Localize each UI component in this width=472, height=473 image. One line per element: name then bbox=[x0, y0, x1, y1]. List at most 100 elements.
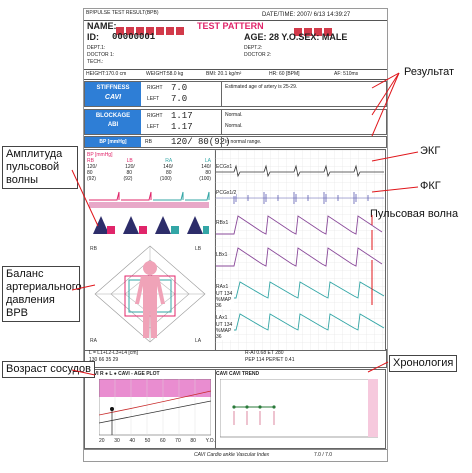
age-plot-title: CAVI R ● L ● CAVI - AGE PLOT bbox=[87, 371, 160, 377]
bp-table-map: (92) (92) (100) (100) bbox=[87, 176, 211, 182]
stats-l-formula: L = L1+L2-L3+L4 [cm] bbox=[89, 350, 138, 356]
stats-l-values: 130 66 35 29 bbox=[89, 357, 119, 363]
footer-divider bbox=[84, 449, 387, 450]
blockage-header: BLOCKAGE ABI bbox=[85, 110, 141, 134]
vital-hr: HR: 60 [BPM] bbox=[269, 71, 300, 77]
svg-text:RB: RB bbox=[90, 246, 98, 252]
abi-label: ABI bbox=[107, 122, 119, 128]
bp-row: BP [mmHg] RB 120/ 80(92) In normal range… bbox=[84, 136, 387, 148]
bp-head-la: LA bbox=[204, 158, 211, 164]
trend-title: CAVI CAVI TREND bbox=[216, 371, 260, 377]
id-label: ID: bbox=[87, 32, 99, 42]
vitals-row: HEIGHT:170.0 cm WEIGHT:58.0 kg BMI: 20.1… bbox=[84, 69, 387, 80]
bp-map-ra: (100) bbox=[160, 176, 172, 182]
cavi-trend: CAVI CAVI TREND bbox=[214, 369, 386, 449]
cavi-divider bbox=[221, 82, 222, 106]
cavi-left-value: 7.0 bbox=[171, 94, 188, 104]
pattern-name: TEST PATTERN bbox=[197, 21, 264, 31]
trend-chart bbox=[220, 379, 378, 438]
annotation-fkg: ФКГ bbox=[420, 180, 441, 192]
svg-text:RA: RA bbox=[90, 338, 98, 344]
name-label: NAME: bbox=[87, 21, 117, 31]
bp-head-lb: LB bbox=[126, 158, 133, 164]
blockage-label: BLOCKAGE bbox=[95, 113, 131, 119]
age-tick-40: 40 bbox=[129, 438, 136, 444]
annotation-chronology: Хронология bbox=[389, 355, 458, 372]
footer-text: CAVI Cardio ankle Vascular Index bbox=[194, 452, 270, 458]
waveform-chart bbox=[214, 150, 385, 350]
bp-balance-diagram: RB LB RA LA bbox=[90, 245, 206, 344]
waveform-panel: ECGx1 PCGx1/2 RBx1 LBx1 RAx1 UT 134 %MAP… bbox=[214, 149, 386, 351]
header-divider bbox=[84, 20, 387, 21]
svg-text:LB: LB bbox=[195, 246, 202, 252]
age-tick-30: 30 bbox=[114, 438, 120, 444]
bp-map-lb: (92) bbox=[123, 176, 133, 182]
cavi-right-label: RIGHT bbox=[147, 85, 163, 91]
bp-map-rb: (92) bbox=[87, 176, 96, 182]
age-axis: 20 30 40 50 60 70 80 Y.O. bbox=[99, 438, 215, 444]
annotation-ekg: ЭКГ bbox=[420, 145, 441, 157]
doctor1: DOCTOR 1: bbox=[87, 52, 115, 58]
cavi-block: STIFFNESS CAVI RIGHT 7.0 LEFT 7.0 Estima… bbox=[84, 81, 387, 107]
amp-row-1 bbox=[89, 191, 210, 208]
bp-table-dia: 80 80 80 80 bbox=[87, 170, 211, 176]
bp-sys-ra: 140/ bbox=[163, 164, 173, 170]
vital-height: HEIGHT:170.0 cm bbox=[86, 71, 127, 77]
bp-rb-label: RB bbox=[145, 139, 152, 145]
bp-head-ra: RA bbox=[165, 158, 173, 164]
abi-left-label: LEFT bbox=[147, 124, 160, 130]
bp-value: 120/ 80(92) bbox=[171, 137, 231, 147]
annotation-vessel-age: Возраст сосудов bbox=[2, 361, 95, 378]
id-value: 00000001 bbox=[112, 32, 156, 42]
vital-af: AF: 510ms bbox=[334, 71, 359, 77]
abi-block: BLOCKAGE ABI RIGHT 1.17 LEFT 1.17 Normal… bbox=[84, 109, 387, 135]
cavi-note: Estimated age of artery is 25-29. bbox=[225, 84, 298, 90]
abi-note-left: Normal. bbox=[225, 123, 243, 129]
dept1: DEPT.1: bbox=[87, 45, 106, 51]
bp-table-head: RB LB RA LA bbox=[87, 158, 211, 164]
cavi-age-plot: CAVI R ● L ● CAVI - AGE PLOT 20 30 40 50 60 7… bbox=[84, 369, 216, 449]
pcg-label: PCGx1/2 bbox=[216, 190, 237, 196]
ecg-label: ECGx1 bbox=[216, 164, 233, 170]
doctor2: DOCTOR 2: bbox=[244, 52, 272, 58]
name-redacted-blocks-2 bbox=[294, 23, 334, 41]
stats-rai: R-AI 0.68 ET 280 bbox=[245, 350, 284, 356]
abi-left-value: 1.17 bbox=[171, 122, 193, 132]
age-sex: AGE: 28 Y.O.SEX: MALE bbox=[244, 32, 348, 42]
report-title: BP/PULSE TEST RESULT(BPB) bbox=[86, 10, 159, 16]
pulse-amplitude-chart bbox=[89, 191, 210, 234]
amp-row-2 bbox=[93, 216, 209, 234]
vital-weight: WEIGHT:58.0 kg bbox=[146, 71, 184, 77]
lax-label: LAx1 bbox=[216, 315, 228, 321]
bp-sys-la: 140/ bbox=[201, 164, 211, 170]
rax-label: RAx1 bbox=[216, 284, 229, 290]
bp-map-la: (100) bbox=[199, 176, 211, 182]
stats-pep: PEP 114 PEP/ET 0.41 bbox=[245, 357, 295, 363]
report-datetime: DATE/TIME: 2007/ 6/13 14:39:27 bbox=[262, 12, 351, 18]
dept2: DEPT.2: bbox=[244, 45, 263, 51]
stats-row: L = L1+L2-L3+L4 [cm] 130 66 35 29 R-AI 0… bbox=[84, 349, 387, 368]
stiffness-header: STIFFNESS CAVI bbox=[85, 82, 141, 106]
tech: TECH.: bbox=[87, 59, 104, 65]
bp-mmhg-label: BP [mmHg] bbox=[87, 152, 113, 158]
annotation-result: Результат bbox=[404, 66, 455, 78]
stiffness-label: STIFFNESS bbox=[96, 85, 130, 91]
abi-divider bbox=[221, 110, 222, 134]
bp-note: In normal range. bbox=[225, 139, 262, 145]
bp-pulse-report: BP/PULSE TEST RESULT(BPB) DATE/TIME: 200… bbox=[83, 8, 388, 462]
age-tick-20: 20 bbox=[99, 438, 105, 444]
bp-dia-rb: 80 bbox=[87, 170, 93, 176]
ut-la: UT 134 %MAP 36 bbox=[216, 322, 234, 340]
age-tick-80: 80 bbox=[190, 438, 196, 444]
annotation-pulse-wave: Пульсовая волна bbox=[370, 208, 459, 220]
bp-dia-ra: 80 bbox=[165, 170, 172, 176]
bp-header: BP [mmHg] bbox=[85, 137, 141, 147]
bp-divider bbox=[221, 137, 222, 147]
cavi-right-value: 7.0 bbox=[171, 83, 188, 93]
ut-ra: UT 134 %MAP 36 bbox=[216, 291, 234, 309]
cavi-left-label: LEFT bbox=[147, 96, 160, 102]
bp-sys-lb: 120/ bbox=[125, 164, 135, 170]
svg-text:LA: LA bbox=[195, 338, 202, 344]
abi-note-right: Normal. bbox=[225, 112, 243, 118]
